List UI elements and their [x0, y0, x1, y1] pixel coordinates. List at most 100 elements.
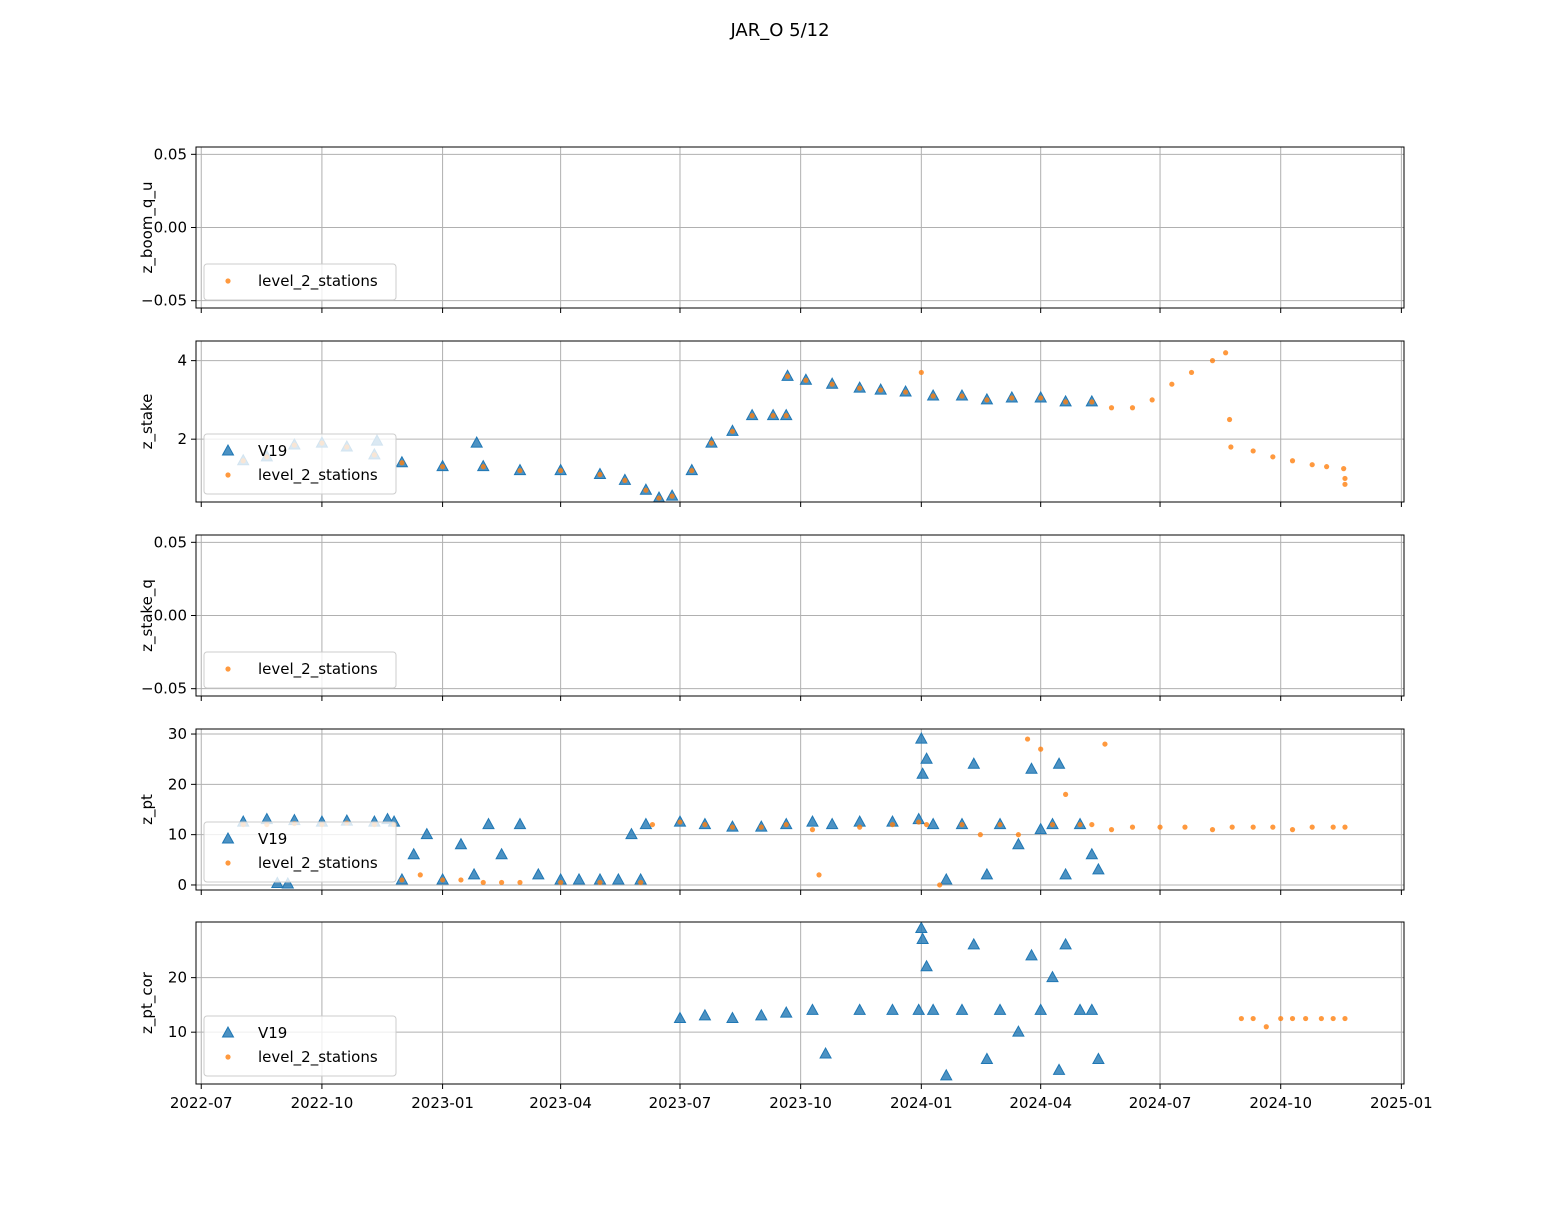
- v19-point: [993, 1003, 1007, 1015]
- axes-frame: [195, 728, 1405, 891]
- y-tick-label: −0.05: [141, 680, 187, 698]
- level-2-stations-point: [689, 467, 695, 474]
- legend-box: [203, 651, 397, 689]
- v19-point: [967, 757, 981, 769]
- level-2-stations-point: [1330, 824, 1336, 830]
- subplot-z_stake: 2 4 z_stake V19 level_2_stations: [138, 340, 1405, 507]
- level-2-stations-point: [1129, 824, 1136, 830]
- level-2-stations-point: [499, 879, 505, 886]
- legend: level_2_stations: [203, 651, 397, 689]
- y-tick-label: −0.05: [141, 292, 187, 310]
- v19-point: [482, 817, 495, 830]
- level-2-stations-point: [439, 464, 446, 470]
- level-2-stations-point: [1182, 824, 1188, 830]
- level-2-stations-point: [1342, 1015, 1348, 1022]
- v19-point: [1059, 867, 1072, 880]
- subplot-z_pt_cor: 2022-07 2022-10 2023-01 2023-04 2023-07 2023-…: [138, 921, 1433, 1112]
- x-tick-label: 2023-01: [411, 1094, 474, 1112]
- level-2-stations-point: [517, 467, 523, 474]
- y-tick-label: 0.05: [154, 533, 187, 551]
- y-axis-label: z_pt_cor: [138, 971, 157, 1034]
- level-2-stations-point: [1038, 395, 1044, 401]
- level-2-stations-point: [1063, 399, 1069, 405]
- level-2-stations-point: [399, 460, 405, 466]
- v19-point: [1012, 1025, 1025, 1037]
- level-2-stations-point: [1077, 821, 1083, 828]
- v19-point: [1034, 1003, 1048, 1015]
- v19-point: [1052, 757, 1066, 769]
- legend: level_2_stations: [203, 263, 397, 301]
- level-2-stations-point: [857, 385, 863, 391]
- level-2-stations-point: [1238, 1015, 1244, 1022]
- level-2-stations-point: [1289, 827, 1296, 833]
- legend-label: level_2_stations: [258, 854, 378, 873]
- data-marks: [673, 922, 1348, 1081]
- v19-point: [407, 847, 421, 860]
- level-2-stations-point: [749, 413, 755, 419]
- v19-point: [1012, 837, 1025, 850]
- x-tick-label: 2022-10: [291, 1094, 354, 1112]
- legend-level-2-marker: [225, 278, 231, 284]
- level-2-stations-point: [1038, 746, 1044, 752]
- level-2-stations-point: [1063, 791, 1069, 798]
- y-tick-label: 10: [168, 1023, 187, 1041]
- v19-point: [926, 1003, 940, 1015]
- v19-point: [825, 817, 839, 830]
- level-2-stations-point: [857, 824, 863, 830]
- subplot-z_stake_q: −0.05 0.00 0.05 z_stake_q level_2_stations: [138, 533, 1405, 701]
- level-2-stations-point: [1149, 397, 1155, 403]
- axes-frame: [195, 146, 1405, 309]
- level-2-stations-point: [1108, 827, 1115, 833]
- legend-box: [203, 821, 397, 883]
- level-2-stations-point: [517, 879, 523, 886]
- v19-point: [853, 1003, 867, 1015]
- x-tick-label: 2024-07: [1129, 1094, 1192, 1112]
- y-tick-label: 20: [168, 969, 187, 987]
- v19-point: [531, 867, 545, 880]
- level-2-stations-point: [1169, 381, 1175, 387]
- level-2-stations-point: [729, 824, 736, 830]
- level-2-stations-point: [1250, 824, 1256, 830]
- v19-point: [611, 872, 625, 885]
- v19-point: [980, 867, 994, 880]
- level-2-stations-point: [783, 821, 789, 828]
- legend-level-2-marker: [225, 1054, 231, 1060]
- y-tick-label: 30: [168, 725, 187, 743]
- level-2-stations-point: [809, 827, 816, 833]
- level-2-stations-point: [1009, 395, 1015, 401]
- level-2-stations-point: [1157, 824, 1163, 830]
- y-tick-label: 4: [177, 352, 187, 370]
- level-2-stations-point: [480, 879, 486, 886]
- v19-point: [1085, 1003, 1099, 1015]
- y-tick-label: 0.00: [154, 607, 187, 625]
- level-2-stations-point: [916, 819, 922, 825]
- level-2-stations-point: [1129, 405, 1136, 411]
- level-2-stations-point: [399, 877, 405, 883]
- legend: V19 level_2_stations: [203, 433, 397, 495]
- legend-label: level_2_stations: [258, 660, 378, 679]
- level-2-stations-point: [458, 877, 464, 883]
- level-2-stations-point: [889, 821, 896, 828]
- v19-point: [926, 817, 940, 830]
- level-2-stations-point: [783, 413, 789, 419]
- x-tick-label: 2023-04: [529, 1094, 592, 1112]
- level-2-stations-point: [638, 879, 644, 886]
- v19-point: [726, 1011, 739, 1024]
- level-2-stations-point: [480, 464, 486, 470]
- v19-point: [281, 876, 295, 889]
- level-2-stations-point: [1342, 481, 1348, 487]
- v19-point: [625, 827, 638, 840]
- data-marks: [236, 732, 1348, 889]
- y-axis-label: z_boom_q_u: [138, 182, 157, 274]
- level-2-stations-point: [643, 487, 649, 493]
- level-2-stations-point: [1229, 824, 1235, 830]
- y-axis-label: z_stake_q: [138, 579, 157, 652]
- x-tick-label: 2022-07: [170, 1094, 233, 1112]
- level-2-stations-point: [1223, 350, 1229, 356]
- x-tick-label: 2023-07: [649, 1094, 712, 1112]
- v19-point: [1034, 822, 1048, 835]
- v19-point: [939, 872, 953, 885]
- v19-point: [819, 1046, 832, 1059]
- legend: V19 level_2_stations: [203, 1015, 397, 1077]
